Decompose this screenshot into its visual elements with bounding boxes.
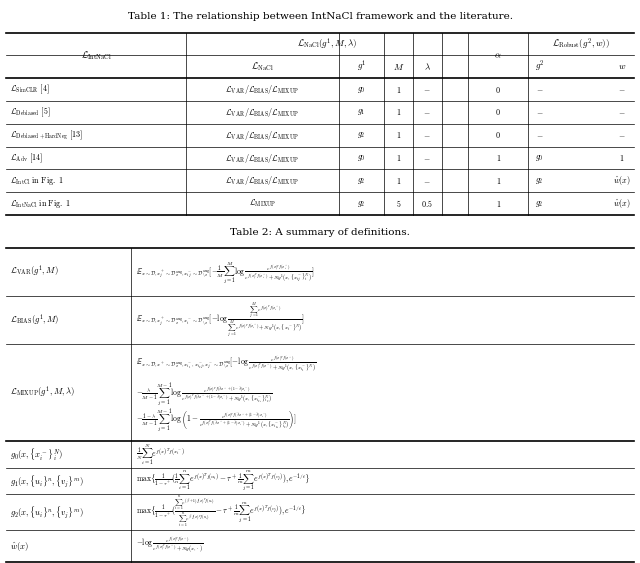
Text: $-$: $-$	[618, 131, 626, 139]
Text: $g_2$: $g_2$	[357, 176, 366, 186]
Text: $-$: $-$	[424, 86, 431, 93]
Text: $\alpha$: $\alpha$	[495, 51, 502, 60]
Text: $\frac{1}{N}\sum_{i=1}^{N}e^{f(x)^Tf(x_i^-)}$: $\frac{1}{N}\sum_{i=1}^{N}e^{f(x)^Tf(x_i…	[136, 442, 185, 467]
Text: $\mathcal{L}_{\mathrm{SimCLR}}\ [4]$: $\mathcal{L}_{\mathrm{SimCLR}}\ [4]$	[10, 83, 49, 96]
Text: Table 1: The relationship between IntNaCl framework and the literature.: Table 1: The relationship between IntNaC…	[127, 12, 513, 21]
Text: $-$: $-$	[536, 86, 543, 93]
Text: $g_0$: $g_0$	[357, 153, 366, 163]
Text: $-$: $-$	[536, 109, 543, 117]
Text: $1$: $1$	[495, 153, 501, 163]
Text: $w$: $w$	[618, 62, 626, 72]
Text: $-$: $-$	[424, 154, 431, 162]
Text: $\mathcal{L}_{\mathrm{VAR}}/\mathcal{L}_{\mathrm{BIAS}}/\mathcal{L}_{\mathrm{MIX: $\mathcal{L}_{\mathrm{VAR}}/\mathcal{L}_…	[225, 175, 300, 187]
Text: $g_2$: $g_2$	[535, 199, 544, 209]
Text: Table 2: A summary of definitions.: Table 2: A summary of definitions.	[230, 228, 410, 237]
Text: $\max\{\frac{1}{1-\tau^+}(\frac{\sum_{i=1}^{n}e^{(\beta+1)f(x)^Tf(u_i)}}{\sum_{i: $\max\{\frac{1}{1-\tau^+}(\frac{\sum_{i=…	[136, 495, 307, 529]
Text: $-\log\frac{e^{f(x)^Tf(x^+)}}{e^{f(x)^Tf(x^+)}+Ng(x,\cdot)}$: $-\log\frac{e^{f(x)^Tf(x^+)}}{e^{f(x)^Tf…	[136, 536, 204, 556]
Text: $1$: $1$	[620, 153, 625, 163]
Text: $\mathcal{L}_{\mathrm{VAR}}(g^1, M)$: $\mathcal{L}_{\mathrm{VAR}}(g^1, M)$	[10, 265, 58, 279]
Text: $g_2$: $g_2$	[535, 176, 544, 186]
Text: $-$: $-$	[424, 109, 431, 117]
Text: $5$: $5$	[396, 198, 401, 209]
Text: $M$: $M$	[393, 62, 404, 72]
Text: $\hat{w}(x)$: $\hat{w}(x)$	[10, 540, 29, 553]
Text: $\mathbb{E}_{x\sim\mathcal{D},x^+\sim\mathcal{D}_x^{\mathrm{aug}},x_{i_1}^-,x_{i: $\mathbb{E}_{x\sim\mathcal{D},x^+\sim\ma…	[136, 354, 317, 373]
Text: $g_1$: $g_1$	[358, 108, 365, 118]
Text: $\mathcal{L}_{\mathrm{BIAS}}(g^1, M)$: $\mathcal{L}_{\mathrm{BIAS}}(g^1, M)$	[10, 312, 59, 328]
Text: $-$: $-$	[618, 109, 626, 117]
Text: $0$: $0$	[495, 84, 501, 95]
Text: $-$: $-$	[618, 86, 626, 93]
Text: $1$: $1$	[396, 108, 401, 118]
Text: $\mathbb{E}_{x\sim\mathcal{D},x_j^+\sim\mathcal{D}_x^{\mathrm{aug}},x_i^-\sim\ma: $\mathbb{E}_{x\sim\mathcal{D},x_j^+\sim\…	[136, 301, 305, 339]
Text: $\mathcal{L}_{\mathrm{NaCl}}(g^1, M, \lambda)$: $\mathcal{L}_{\mathrm{NaCl}}(g^1, M, \la…	[297, 37, 357, 52]
Text: $\mathcal{L}_{\mathrm{VAR}}/\mathcal{L}_{\mathrm{BIAS}}/\mathcal{L}_{\mathrm{MIX: $\mathcal{L}_{\mathrm{VAR}}/\mathcal{L}_…	[225, 129, 300, 142]
Text: $0.5$: $0.5$	[421, 198, 433, 209]
Text: $g_0$: $g_0$	[535, 153, 544, 163]
Text: $\mathcal{L}_{\mathrm{IntNaCl}}$: $\mathcal{L}_{\mathrm{IntNaCl}}$	[81, 49, 111, 62]
Text: $g_0$: $g_0$	[357, 84, 366, 95]
Text: $g^1$: $g^1$	[357, 59, 366, 74]
Text: $\mathcal{L}_{\mathrm{Adv}}\ [14]$: $\mathcal{L}_{\mathrm{Adv}}\ [14]$	[10, 151, 42, 165]
Text: $\lambda$: $\lambda$	[424, 62, 431, 72]
Text: $\mathcal{L}_{\mathrm{MIXUP}}(g^1, M, \lambda)$: $\mathcal{L}_{\mathrm{MIXUP}}(g^1, M, \l…	[10, 385, 74, 400]
Text: $0$: $0$	[495, 108, 501, 118]
Text: $g_2$: $g_2$	[357, 199, 366, 209]
Text: $\mathcal{L}_{\mathrm{MIXUP}}$: $\mathcal{L}_{\mathrm{MIXUP}}$	[249, 198, 276, 209]
Text: $g_1(x,\{u_i\}^n,\{v_j\}^m)$: $g_1(x,\{u_i\}^n,\{v_j\}^m)$	[10, 473, 83, 489]
Text: $\mathcal{L}_{\mathrm{Robust}}(g^2, w))$: $\mathcal{L}_{\mathrm{Robust}}(g^2, w))$	[552, 37, 610, 52]
Text: $g_0(x,\{x_i^-\}_i^N)$: $g_0(x,\{x_i^-\}_i^N)$	[10, 446, 63, 462]
Text: $\mathcal{L}_{\mathrm{IntNaCl}}\ \mathrm{in\ Fig.\ 1}$: $\mathcal{L}_{\mathrm{IntNaCl}}\ \mathrm…	[10, 198, 70, 209]
Text: $-\frac{\lambda}{M-1}\sum_{j=1}^{M-1}\log\frac{e^{f(x)^Tf(\lambda x^++(1-\lambda: $-\frac{\lambda}{M-1}\sum_{j=1}^{M-1}\lo…	[136, 380, 273, 408]
Text: $1$: $1$	[396, 153, 401, 163]
Text: $\mathcal{L}_{\mathrm{Debiased+HardNeg}}\ [13]$: $\mathcal{L}_{\mathrm{Debiased+HardNeg}}…	[10, 128, 83, 142]
Text: $\max\{\frac{1}{1-\tau^+}(\frac{1}{n}\sum_{i=1}^{n}e^{f(x)^Tf(u_i)}-\tau^+\frac{: $\max\{\frac{1}{1-\tau^+}(\frac{1}{n}\su…	[136, 468, 310, 493]
Text: $1$: $1$	[495, 176, 501, 186]
Text: $\hat{w}(x)$: $\hat{w}(x)$	[613, 197, 631, 210]
Text: $1$: $1$	[396, 130, 401, 140]
Text: $-$: $-$	[424, 131, 431, 139]
Text: $\mathcal{L}_{\mathrm{IntCl}}\ \mathrm{in\ Fig.\ 1}$: $\mathcal{L}_{\mathrm{IntCl}}\ \mathrm{i…	[10, 175, 63, 187]
Text: $\mathcal{L}_{\mathrm{VAR}}/\mathcal{L}_{\mathrm{BIAS}}/\mathcal{L}_{\mathrm{MIX: $\mathcal{L}_{\mathrm{VAR}}/\mathcal{L}_…	[225, 83, 300, 96]
Text: $\mathcal{L}_{\mathrm{VAR}}/\mathcal{L}_{\mathrm{BIAS}}/\mathcal{L}_{\mathrm{MIX: $\mathcal{L}_{\mathrm{VAR}}/\mathcal{L}_…	[225, 151, 300, 164]
Text: $0$: $0$	[495, 130, 501, 140]
Text: $1$: $1$	[396, 84, 401, 95]
Text: $\mathcal{L}_{\mathrm{NaCl}}$: $\mathcal{L}_{\mathrm{NaCl}}$	[251, 61, 274, 73]
Text: $\mathcal{L}_{\mathrm{Debiased}}\ [5]$: $\mathcal{L}_{\mathrm{Debiased}}\ [5]$	[10, 106, 50, 119]
Text: $-\frac{1-\lambda}{M-1}\sum_{j=1}^{M-1}\log\left(1-\frac{e^{f(x)^Tf(\lambda x^++: $-\frac{1-\lambda}{M-1}\sum_{j=1}^{M-1}\…	[136, 406, 297, 434]
Text: $g^2$: $g^2$	[534, 59, 545, 74]
Text: $-$: $-$	[536, 131, 543, 139]
Text: $\mathbb{E}_{x\sim\mathcal{D},x_j^+\sim\mathcal{D}_x^{\mathrm{aug}},x_{ij}^-\sim: $\mathbb{E}_{x\sim\mathcal{D},x_j^+\sim\…	[136, 259, 315, 285]
Text: $1$: $1$	[396, 176, 401, 186]
Text: $1$: $1$	[495, 199, 501, 209]
Text: $g_2(x,\{u_i\}^n,\{v_j\}^m)$: $g_2(x,\{u_i\}^n,\{v_j\}^m)$	[10, 504, 83, 520]
Text: $\hat{w}(x)$: $\hat{w}(x)$	[613, 175, 631, 187]
Text: $\mathcal{L}_{\mathrm{VAR}}/\mathcal{L}_{\mathrm{BIAS}}/\mathcal{L}_{\mathrm{MIX: $\mathcal{L}_{\mathrm{VAR}}/\mathcal{L}_…	[225, 106, 300, 119]
Text: $g_2$: $g_2$	[357, 130, 366, 140]
Text: $-$: $-$	[424, 177, 431, 185]
